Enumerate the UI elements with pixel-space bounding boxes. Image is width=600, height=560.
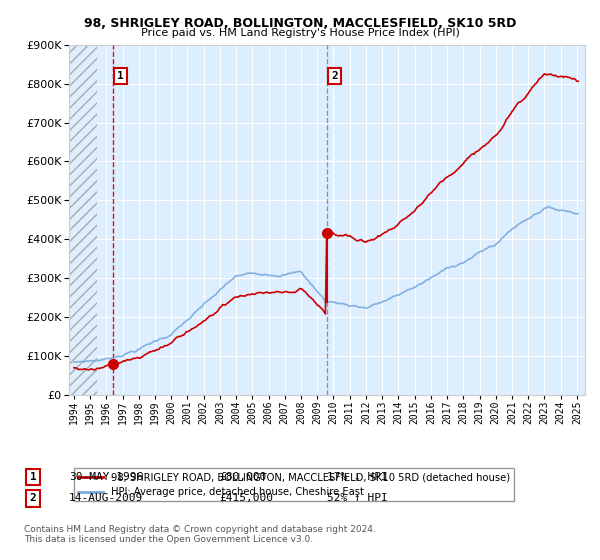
Text: Contains HM Land Registry data © Crown copyright and database right 2024.
This d: Contains HM Land Registry data © Crown c…	[24, 525, 376, 544]
Legend: 98, SHRIGLEY ROAD, BOLLINGTON, MACCLESFIELD, SK10 5RD (detached house), HPI: Ave: 98, SHRIGLEY ROAD, BOLLINGTON, MACCLESFI…	[74, 468, 514, 501]
Text: £80,000: £80,000	[219, 472, 266, 482]
Text: 98, SHRIGLEY ROAD, BOLLINGTON, MACCLESFIELD, SK10 5RD: 98, SHRIGLEY ROAD, BOLLINGTON, MACCLESFI…	[84, 17, 516, 30]
Text: £415,000: £415,000	[219, 493, 273, 503]
Text: 30-MAY-1996: 30-MAY-1996	[69, 472, 143, 482]
Text: 14-AUG-2009: 14-AUG-2009	[69, 493, 143, 503]
Text: 2: 2	[29, 493, 37, 503]
Text: Price paid vs. HM Land Registry's House Price Index (HPI): Price paid vs. HM Land Registry's House …	[140, 28, 460, 38]
Text: 1: 1	[117, 71, 124, 81]
Bar	[69, 45, 97, 395]
Text: 17% ↓ HPI: 17% ↓ HPI	[327, 472, 388, 482]
Text: 1: 1	[29, 472, 37, 482]
Text: 2: 2	[331, 71, 338, 81]
Text: 52% ↑ HPI: 52% ↑ HPI	[327, 493, 388, 503]
